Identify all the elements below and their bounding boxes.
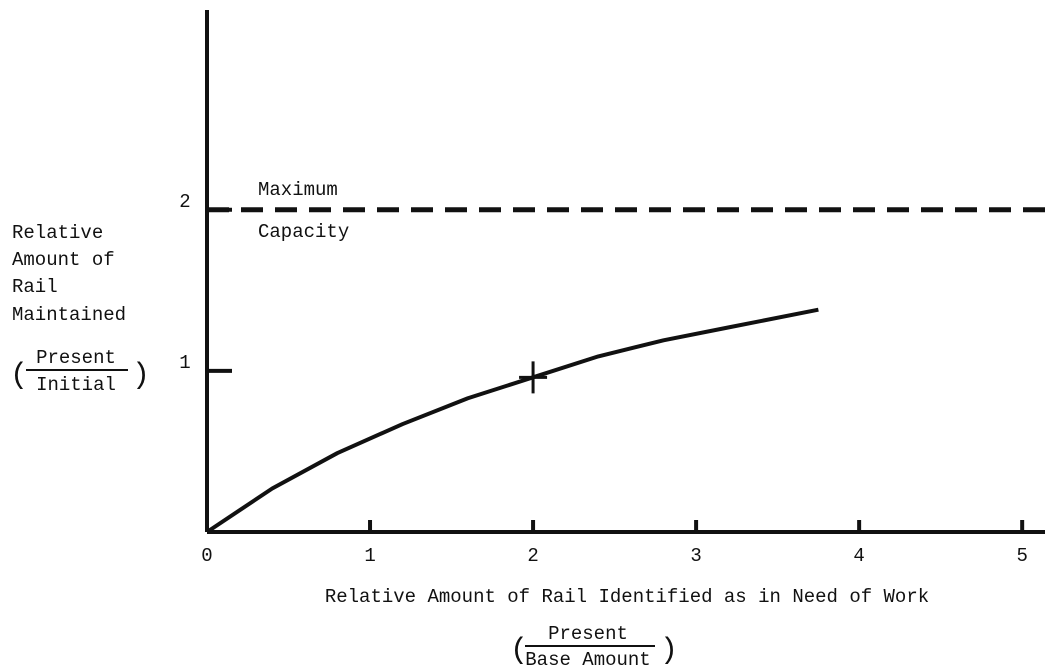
data-line: [205, 307, 819, 534]
reference-label: Maximum: [258, 179, 338, 201]
reference-label: Capacity: [258, 221, 349, 243]
paren: (: [510, 634, 528, 668]
y-tick-label: 2: [179, 191, 190, 213]
y-axis-label: Relative: [12, 222, 103, 244]
x-tick-label: 4: [853, 545, 864, 567]
y-axis-label: Maintained: [12, 304, 126, 326]
fraction-numerator: Present: [36, 347, 116, 369]
fraction-numerator: Present: [548, 623, 628, 645]
y-axis-label: Amount of: [12, 249, 115, 271]
x-axis-label: Relative Amount of Rail Identified as in…: [325, 586, 929, 608]
x-tick-label: 5: [1016, 545, 1027, 567]
x-tick-label: 3: [690, 545, 701, 567]
x-tick-label: 1: [364, 545, 375, 567]
y-axis-label: Rail: [12, 276, 58, 298]
marker: [519, 361, 548, 394]
fraction-denominator: Initial: [36, 374, 116, 396]
paren: ): [660, 634, 678, 668]
paren: ): [132, 359, 150, 393]
x-tick-label: 2: [527, 545, 538, 567]
fraction-denominator: Base Amount: [525, 649, 650, 670]
y-tick-label: 1: [179, 352, 190, 374]
x-tick-label: 0: [201, 545, 212, 567]
paren: (: [10, 359, 28, 393]
